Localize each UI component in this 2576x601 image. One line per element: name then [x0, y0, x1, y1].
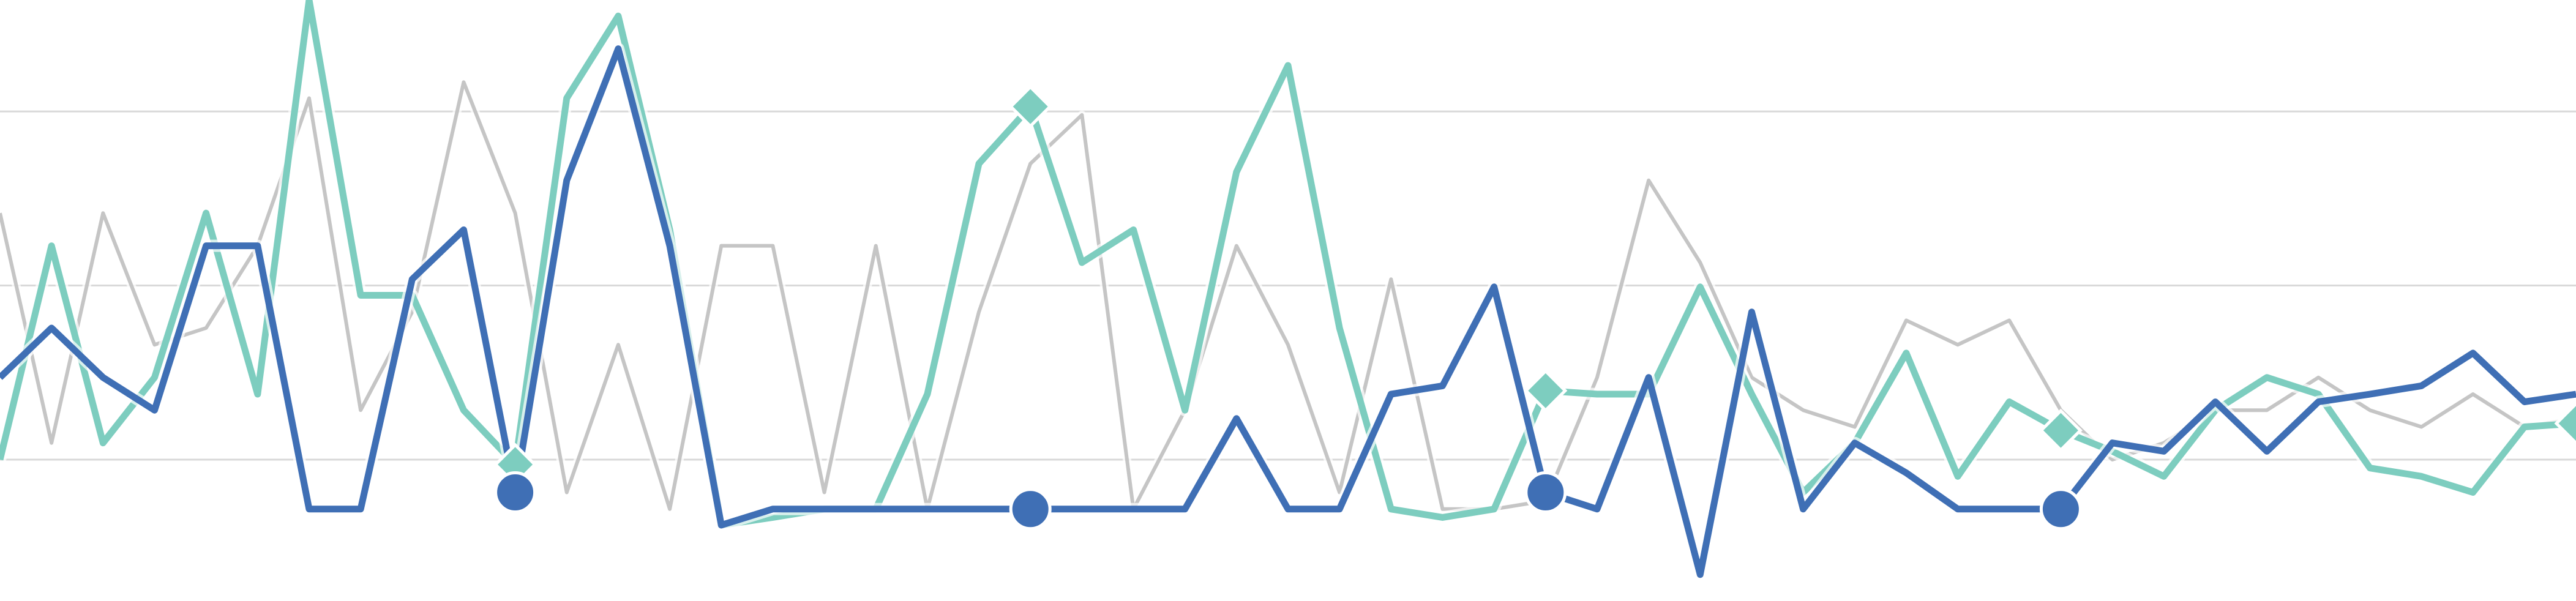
marker: [1524, 471, 1567, 513]
marker: [1008, 84, 1052, 129]
series-line: [0, 45, 2576, 578]
series-line: [0, 0, 2576, 529]
marker: [494, 471, 537, 513]
marker: [2554, 401, 2576, 446]
marker: [1009, 488, 1052, 531]
marker: [2039, 408, 2083, 452]
marker: [1524, 368, 1568, 412]
marker: [2039, 488, 2082, 531]
line-glow: [0, 42, 2576, 581]
